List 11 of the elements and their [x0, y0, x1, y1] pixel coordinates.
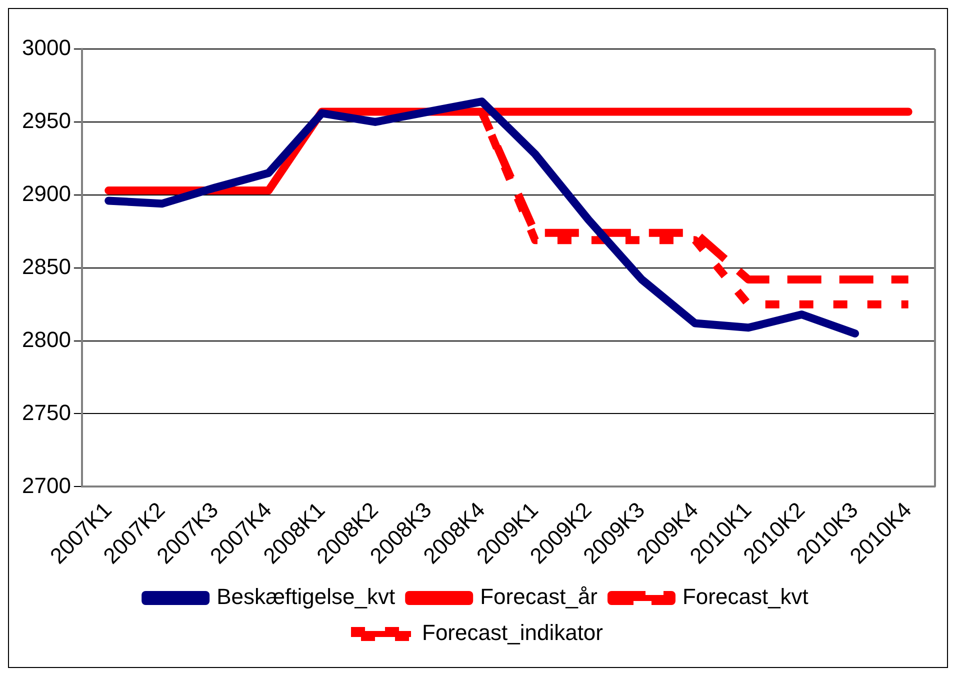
y-tick-label: 2750: [22, 400, 71, 425]
y-tick-label: 2900: [22, 180, 71, 206]
legend-label: Forecast_år: [480, 584, 598, 610]
legend-label: Forecast_indikator: [422, 620, 603, 646]
y-tick-label: 2950: [22, 108, 71, 134]
y-tick-label: 2800: [22, 326, 71, 352]
y-tick-label: 3000: [22, 35, 71, 60]
y-tick-label: 2700: [22, 472, 71, 498]
legend-label: Beskæftigelse_kvt: [216, 584, 396, 610]
y-tick-label: 2850: [22, 254, 71, 279]
legend-label: Forecast_kvt: [682, 584, 808, 610]
